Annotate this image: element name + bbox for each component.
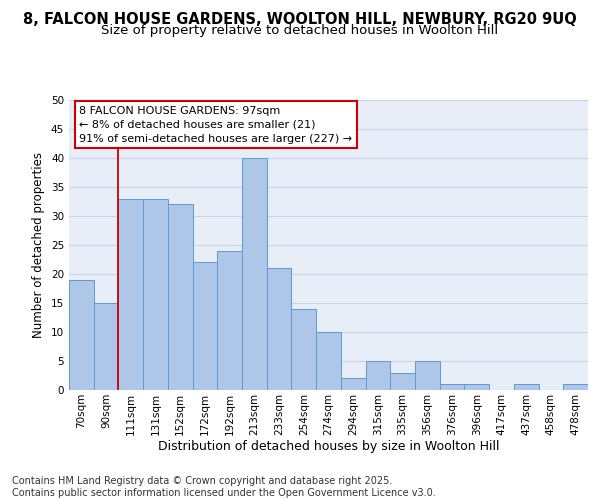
Text: 8 FALCON HOUSE GARDENS: 97sqm
← 8% of detached houses are smaller (21)
91% of se: 8 FALCON HOUSE GARDENS: 97sqm ← 8% of de… (79, 106, 353, 144)
Bar (118, 198, 143, 390)
Bar (168, 204, 193, 390)
Bar (390, 372, 415, 390)
Text: Contains HM Land Registry data © Crown copyright and database right 2025.
Contai: Contains HM Land Registry data © Crown c… (12, 476, 436, 498)
Bar (464, 384, 489, 390)
Bar (267, 268, 292, 390)
Bar (292, 309, 316, 390)
Bar (316, 332, 341, 390)
Bar (217, 251, 242, 390)
Bar (341, 378, 365, 390)
X-axis label: Distribution of detached houses by size in Woolton Hill: Distribution of detached houses by size … (158, 440, 499, 454)
Bar (193, 262, 217, 390)
Bar (143, 198, 168, 390)
Bar (440, 384, 464, 390)
Bar (69, 280, 94, 390)
Bar (514, 384, 539, 390)
Bar (415, 361, 440, 390)
Text: Size of property relative to detached houses in Woolton Hill: Size of property relative to detached ho… (101, 24, 499, 37)
Bar (94, 303, 118, 390)
Bar (242, 158, 267, 390)
Bar (365, 361, 390, 390)
Bar (563, 384, 588, 390)
Y-axis label: Number of detached properties: Number of detached properties (32, 152, 46, 338)
Text: 8, FALCON HOUSE GARDENS, WOOLTON HILL, NEWBURY, RG20 9UQ: 8, FALCON HOUSE GARDENS, WOOLTON HILL, N… (23, 12, 577, 28)
